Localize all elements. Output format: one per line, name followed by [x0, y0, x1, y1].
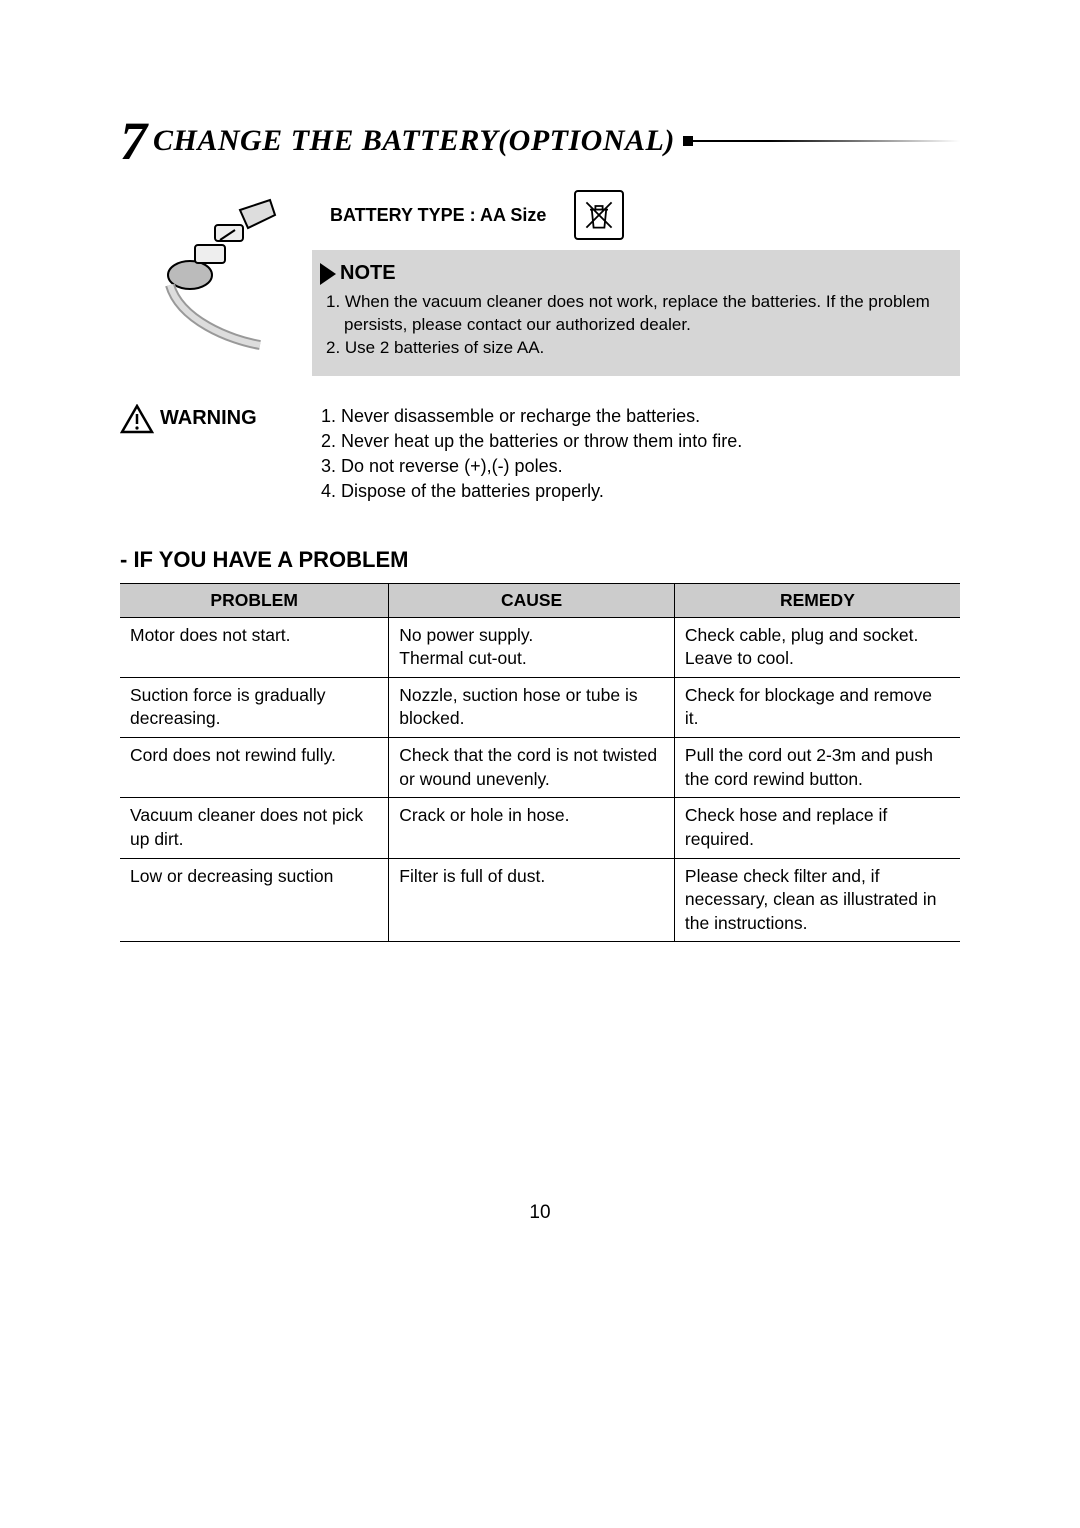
table-row: Suction force is gradually decreasing. N… — [120, 677, 960, 737]
vacuum-handle-icon — [120, 190, 300, 350]
warning-triangle-icon — [120, 404, 154, 434]
battery-type-label: BATTERY TYPE : AA Size — [330, 205, 546, 226]
header-rule — [683, 137, 960, 145]
note-area: BATTERY TYPE : AA Size — [312, 190, 960, 376]
cell: Suction force is gradually decreasing. — [120, 677, 389, 737]
cell: Cord does not rewind fully. — [120, 738, 389, 798]
troubleshooting-table: PROBLEM CAUSE REMEDY Motor does not star… — [120, 583, 960, 943]
manual-page: 7 CHANGE THE BATTERY(OPTIONAL) B — [0, 0, 1080, 1224]
col-cause: CAUSE — [389, 583, 675, 617]
note-box: NOTE 1. When the vacuum cleaner does not… — [312, 250, 960, 376]
note-item: 2. Use 2 batteries of size AA. — [326, 337, 946, 360]
table-header-row: PROBLEM CAUSE REMEDY — [120, 583, 960, 617]
warning-item: 4. Dispose of the batteries properly. — [321, 479, 742, 504]
cell: Please check filter and, if necessary, c… — [674, 858, 960, 942]
battery-type-row: BATTERY TYPE : AA Size — [312, 190, 960, 240]
col-problem: PROBLEM — [120, 583, 389, 617]
note-arrow-icon — [320, 263, 336, 285]
section-header: 7 CHANGE THE BATTERY(OPTIONAL) — [120, 110, 960, 172]
cell: No power supply.Thermal cut-out. — [389, 617, 675, 677]
table-row: Cord does not rewind fully. Check that t… — [120, 738, 960, 798]
table-body: Motor does not start. No power supply.Th… — [120, 617, 960, 942]
table-row: Vacuum cleaner does not pick up dirt. Cr… — [120, 798, 960, 858]
problem-heading: - IF YOU HAVE A PROBLEM — [120, 547, 960, 573]
warning-label: WARNING — [160, 407, 257, 430]
section-title: CHANGE THE BATTERY(OPTIONAL) — [153, 124, 675, 158]
warning-item: 1. Never disassemble or recharge the bat… — [321, 404, 742, 429]
cell: Filter is full of dust. — [389, 858, 675, 942]
warning-item: 3. Do not reverse (+),(-) poles. — [321, 454, 742, 479]
cell: Vacuum cleaner does not pick up dirt. — [120, 798, 389, 858]
cell: Check cable, plug and socket.Leave to co… — [674, 617, 960, 677]
col-remedy: REMEDY — [674, 583, 960, 617]
no-trash-icon — [574, 190, 624, 240]
cell: Crack or hole in hose. — [389, 798, 675, 858]
battery-section: BATTERY TYPE : AA Size — [120, 190, 960, 376]
note-list: 1. When the vacuum cleaner does not work… — [326, 291, 946, 360]
cell: Motor does not start. — [120, 617, 389, 677]
cell: Check that the cord is not twisted or wo… — [389, 738, 675, 798]
cell: Check hose and replace if required. — [674, 798, 960, 858]
warning-list: 1. Never disassemble or recharge the bat… — [321, 404, 742, 505]
note-item: 1. When the vacuum cleaner does not work… — [326, 291, 946, 337]
battery-illustration — [120, 190, 300, 355]
cell: Pull the cord out 2-3m and push the cord… — [674, 738, 960, 798]
table-row: Low or decreasing suction Filter is full… — [120, 858, 960, 942]
section-number: 7 — [120, 110, 147, 172]
page-number: 10 — [120, 1202, 960, 1224]
note-label: NOTE — [340, 260, 396, 287]
cell: Nozzle, suction hose or tube is blocked. — [389, 677, 675, 737]
cell: Low or decreasing suction — [120, 858, 389, 942]
cell: Check for blockage and remove it. — [674, 677, 960, 737]
warning-item: 2. Never heat up the batteries or throw … — [321, 429, 742, 454]
table-row: Motor does not start. No power supply.Th… — [120, 617, 960, 677]
warning-section: WARNING 1. Never disassemble or recharge… — [120, 404, 960, 505]
